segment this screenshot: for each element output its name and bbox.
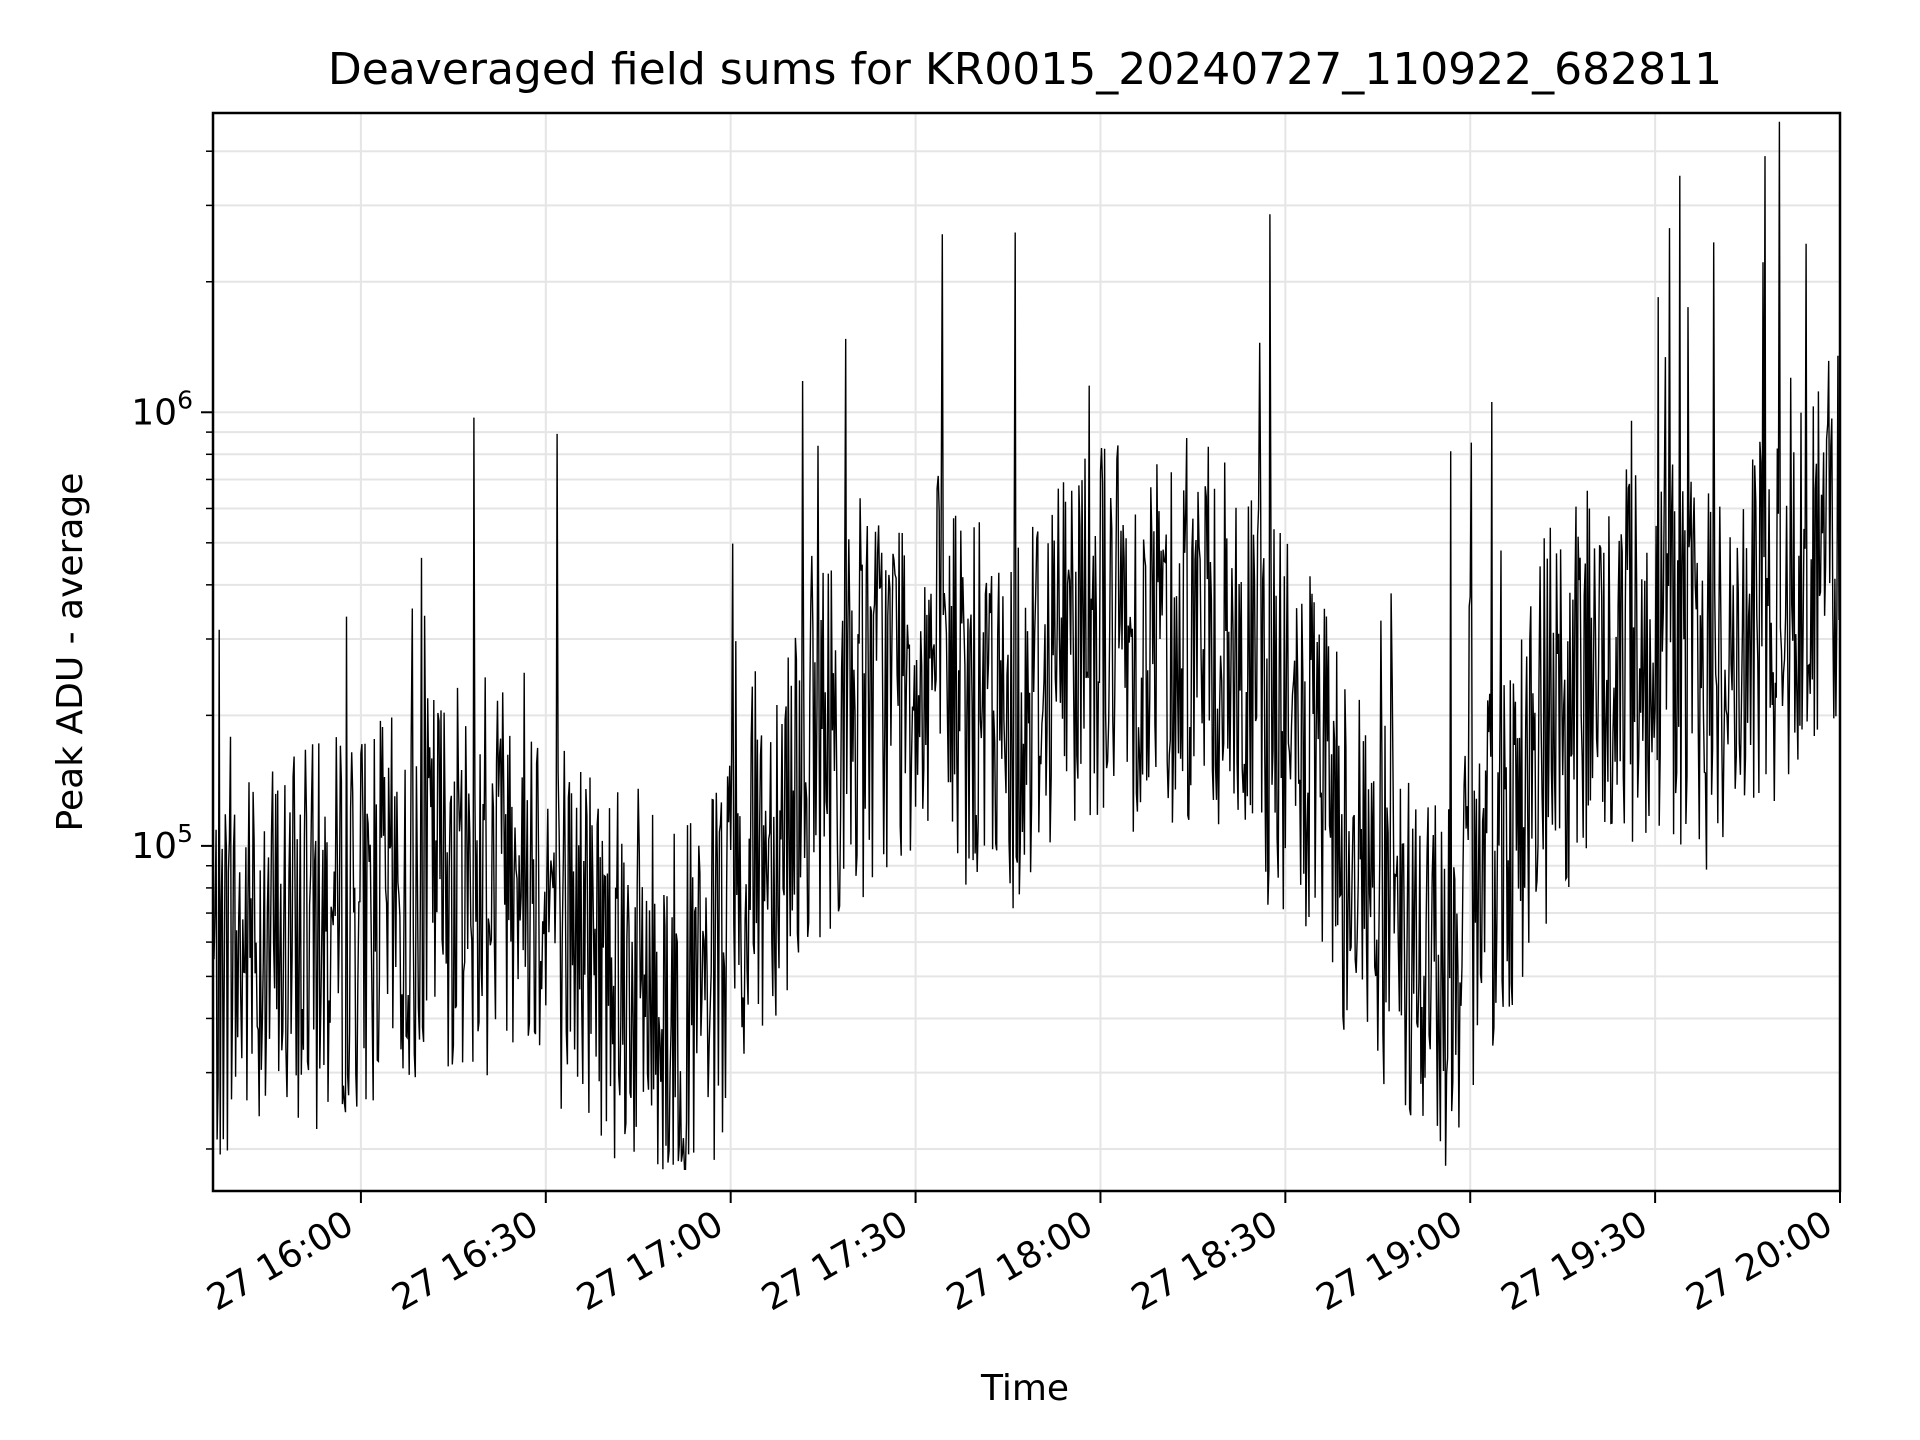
series-line [212, 121, 1841, 1171]
y-tick-label: 106 [131, 385, 193, 433]
series-layer [212, 121, 1841, 1171]
plot-frame [211, 111, 1842, 1193]
y-tick-label: 105 [131, 819, 193, 867]
y-axis-label: Peak ADU - average [50, 473, 91, 832]
x-axis-label: Time [980, 1368, 1069, 1409]
y-axis: 105 106 [131, 150, 213, 1150]
chart-title: Deaveraged field sums for KR0015_2024072… [328, 44, 1722, 95]
